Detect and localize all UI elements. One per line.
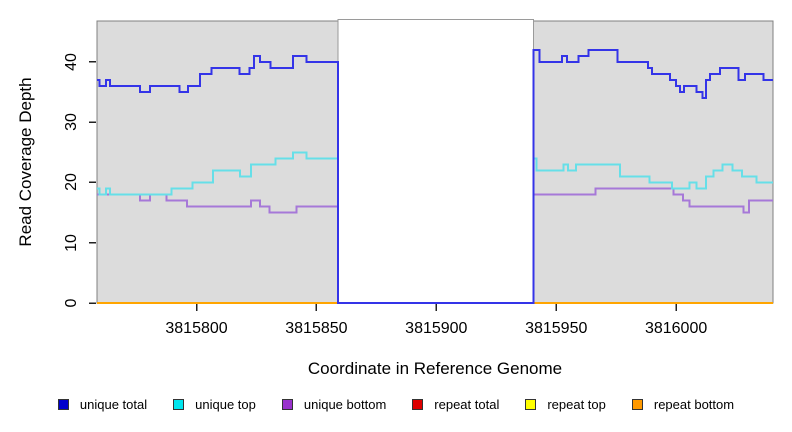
y-axis-title: Read Coverage Depth	[16, 77, 35, 247]
x-tick-label: 3815900	[405, 320, 468, 337]
legend-item-unique-total: unique total	[57, 397, 148, 412]
legend-label: repeat total	[434, 397, 500, 412]
x-tick-label: 3815950	[525, 320, 588, 337]
legend: unique total unique top unique bottom repea…	[0, 397, 792, 412]
y-tick-label: 10	[63, 233, 80, 252]
series-line-unique-bottom	[97, 187, 773, 304]
gap-region-highlight	[337, 19, 534, 303]
legend-swatch-icon	[525, 399, 537, 410]
y-tick-label: 40	[63, 53, 80, 71]
legend-item-unique-bottom: unique bottom	[281, 397, 387, 412]
series-line-unique-total	[97, 48, 773, 304]
x-axis-title: Coordinate in Reference Genome	[307, 359, 563, 378]
legend-swatch-icon	[631, 399, 643, 410]
legend-swatch-icon	[412, 399, 424, 410]
legend-label: repeat bottom	[653, 397, 735, 412]
legend-label: repeat top	[547, 397, 606, 412]
legend-label: unique bottom	[303, 397, 387, 412]
legend-label: unique total	[79, 397, 148, 412]
legend-label: unique top	[195, 397, 256, 412]
legend-item-repeat-bottom: repeat bottom	[631, 397, 735, 412]
legend-swatch-icon	[57, 399, 69, 410]
y-tick-label: 30	[63, 113, 80, 132]
legend-item-unique-top: unique top	[173, 397, 256, 412]
y-tick-label: 20	[63, 173, 80, 192]
x-tick-label: 3815850	[285, 320, 348, 337]
y-tick-label: 0	[63, 298, 80, 308]
legend-item-repeat-total: repeat total	[412, 397, 499, 412]
legend-item-repeat-top: repeat top	[525, 397, 606, 412]
legend-swatch-icon	[281, 399, 293, 410]
legend-swatch-icon	[173, 399, 185, 410]
x-tick-label: 3815800	[165, 320, 228, 337]
series-line-unique-top	[97, 151, 773, 304]
x-tick-label: 3816000	[644, 320, 708, 337]
